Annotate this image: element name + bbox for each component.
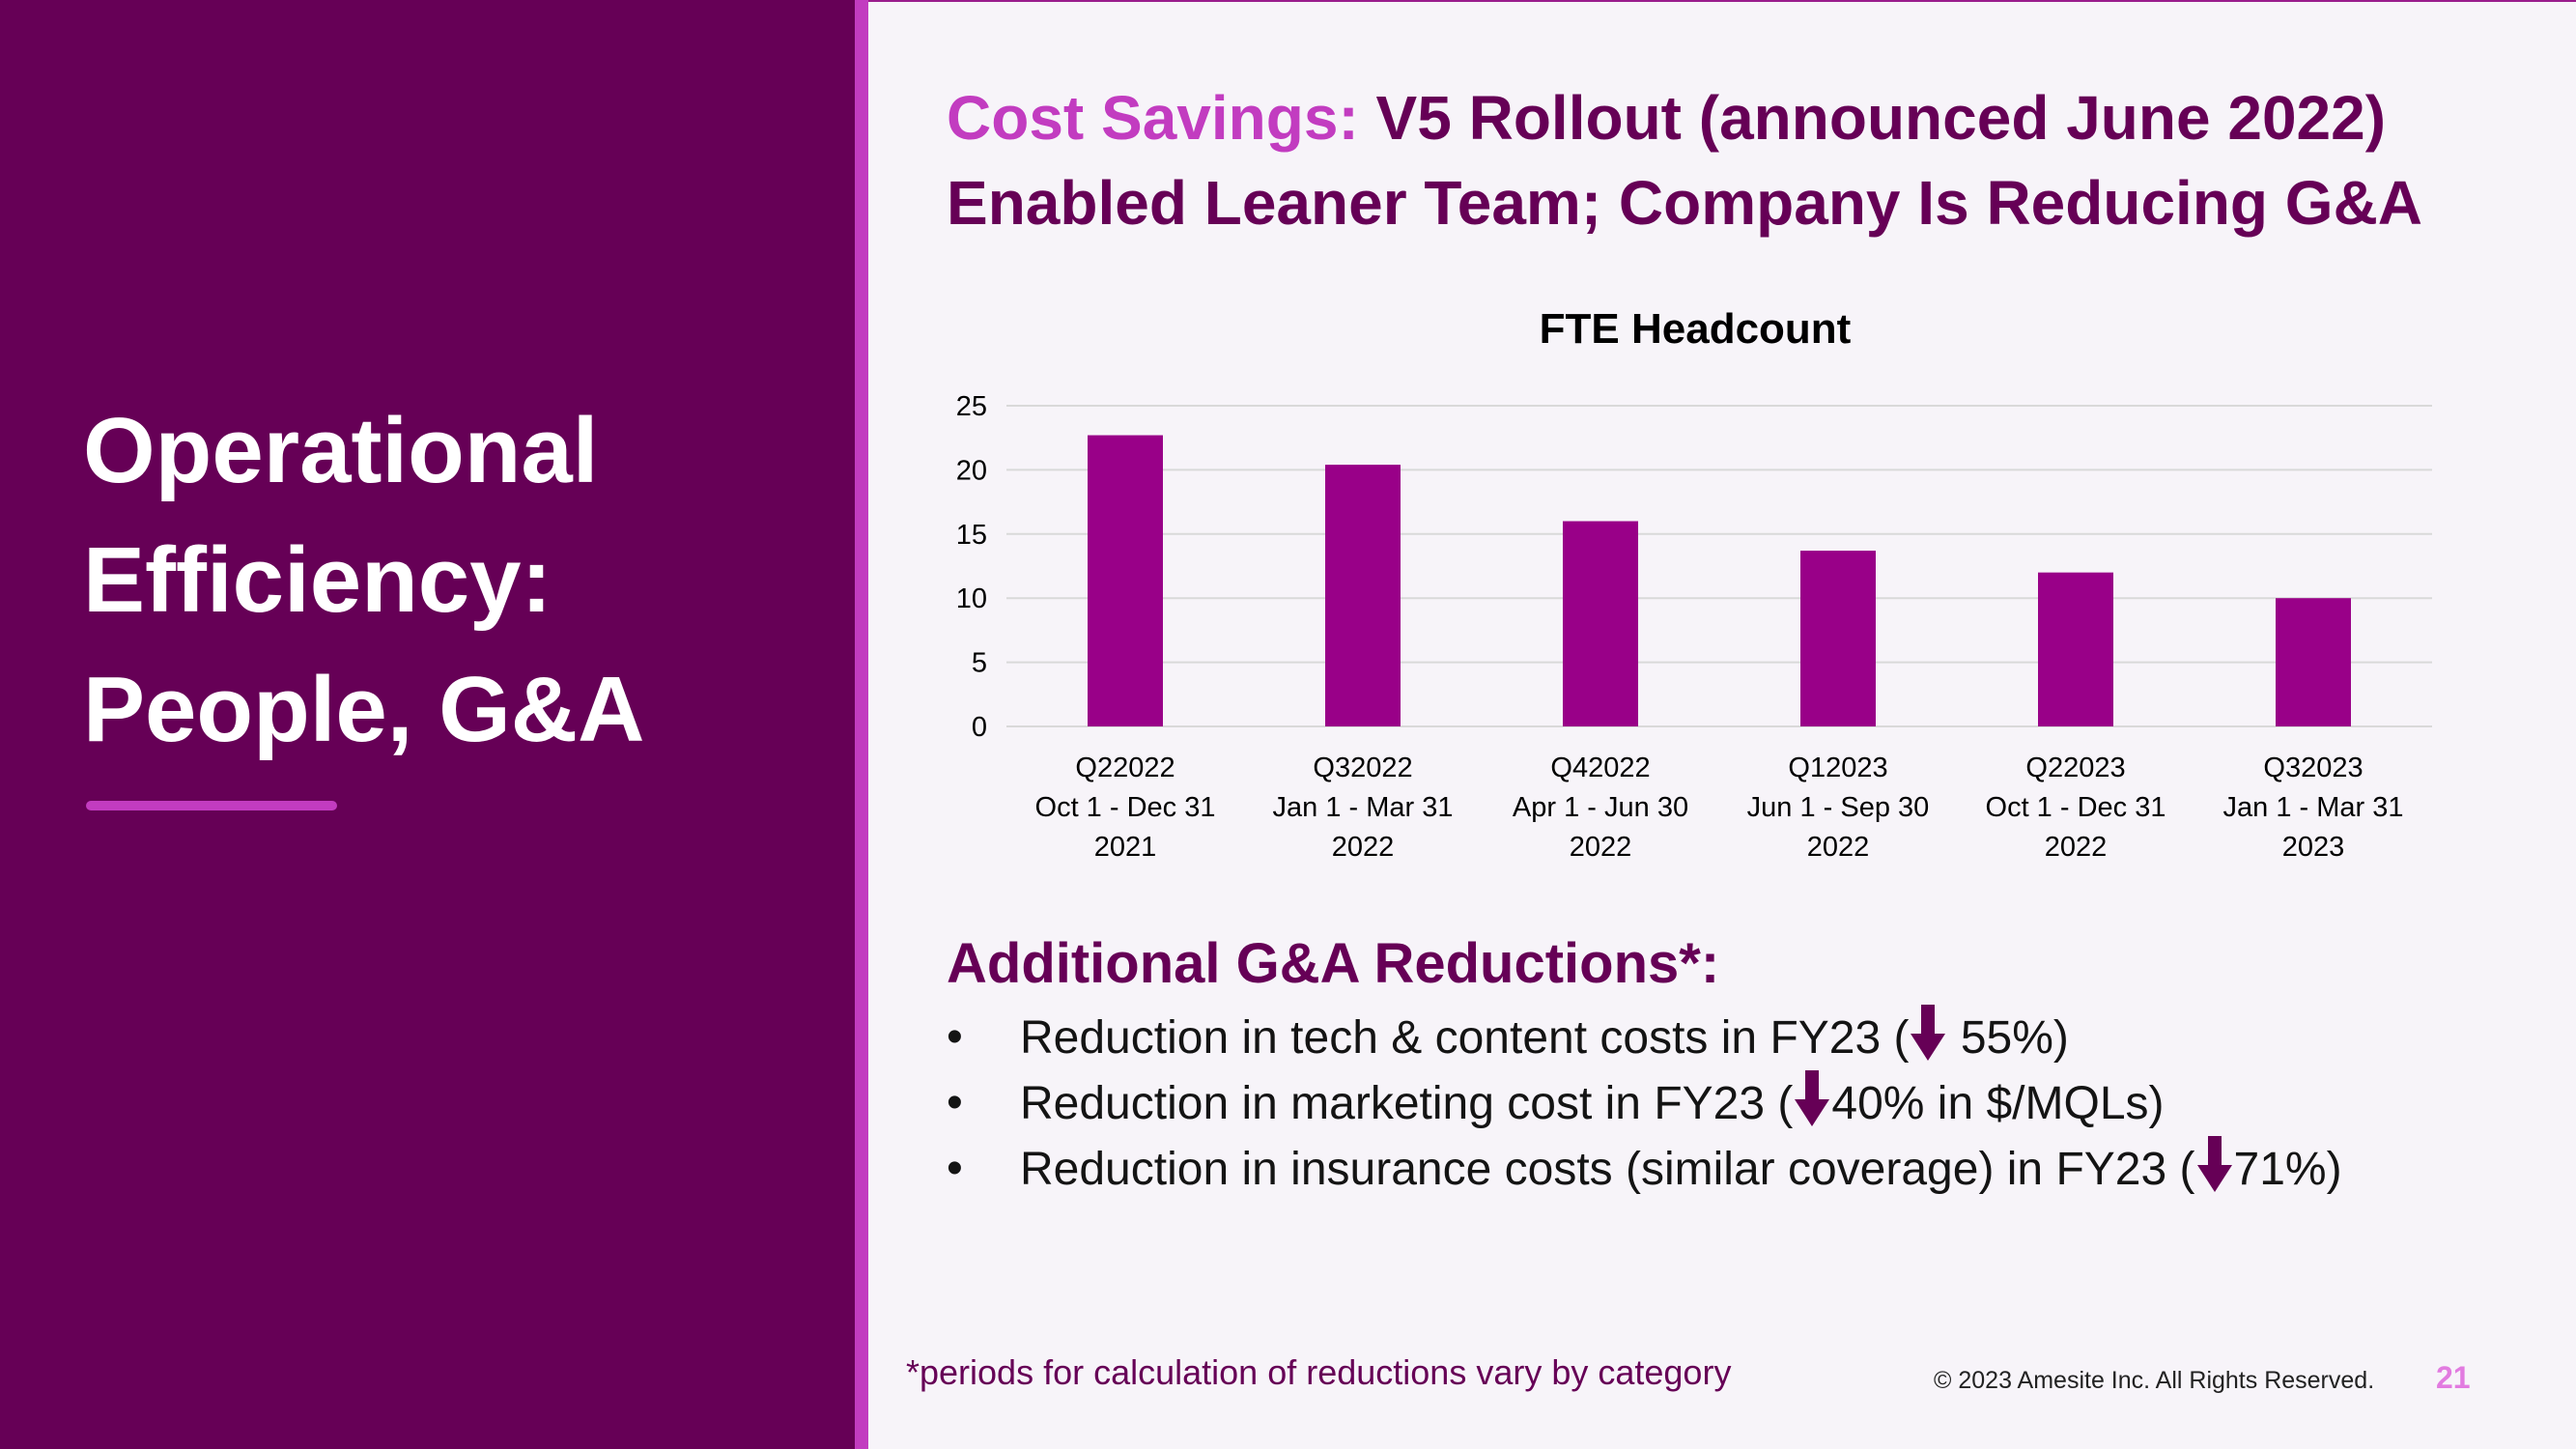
section-title-line: Efficiency: bbox=[83, 528, 552, 632]
chart-canvas: FTE Headcount 0 5 10 15 20 25 Q22022 Oct 1 - D… bbox=[956, 305, 2432, 863]
copyright-notice: © 2023 Amesite Inc. All Rights Reserved. bbox=[1934, 1367, 2375, 1394]
section-title: Operational Efficiency: People, G&A bbox=[83, 386, 817, 775]
list-item-text: Reduction in marketing cost in FY23 ( bbox=[1020, 1078, 1794, 1129]
chart-x-axis: Q22022 Oct 1 - Dec 31 2021 Q32022 Jan 1 - Ma… bbox=[1035, 753, 2404, 863]
y-tick-label: 10 bbox=[956, 583, 987, 614]
reductions-heading: Additional G&A Reductions*: bbox=[947, 932, 1720, 995]
y-tick-label: 20 bbox=[956, 455, 987, 486]
x-tick-label: Q42022 bbox=[1550, 753, 1650, 783]
bar bbox=[1088, 435, 1163, 726]
y-tick-label: 5 bbox=[972, 648, 987, 679]
x-tick-label: 2022 bbox=[1332, 832, 1395, 863]
reductions-list: • Reduction in tech & content costs in FY… bbox=[947, 1005, 2511, 1202]
x-tick-label: Apr 1 - Jun 30 bbox=[1513, 792, 1688, 823]
x-tick-label: Oct 1 - Dec 31 bbox=[1035, 792, 1216, 823]
x-tick-label: 2023 bbox=[2282, 832, 2345, 863]
bullet-marker: • bbox=[947, 1143, 963, 1194]
chart-y-axis: 0 5 10 15 20 25 bbox=[956, 391, 987, 743]
headline-line2: Enabled Leaner Team; Company Is Reducing… bbox=[947, 168, 2422, 238]
bar bbox=[2038, 572, 2113, 726]
chart-gridlines bbox=[1006, 405, 2432, 727]
list-item-value: 55%) bbox=[1947, 1012, 2069, 1064]
x-tick-label: 2022 bbox=[1570, 832, 1632, 863]
slide-headline: Cost Savings: V5 Rollout (announced June… bbox=[947, 75, 2511, 245]
list-item: • Reduction in marketing cost in FY23 ( 40… bbox=[947, 1070, 2511, 1136]
x-tick-label: Q12023 bbox=[1788, 753, 1887, 783]
headline-line1: V5 Rollout (announced June 2022) bbox=[1375, 83, 2387, 153]
chart-title: FTE Headcount bbox=[1540, 305, 1852, 353]
bullet-marker: • bbox=[947, 1077, 963, 1128]
list-item: • Reduction in tech & content costs in FY… bbox=[947, 1005, 2511, 1070]
fte-headcount-chart: FTE Headcount 0 5 10 15 20 25 Q22022 Oct 1 - D… bbox=[927, 299, 2453, 879]
chart-bars bbox=[1088, 435, 2351, 726]
down-arrow-icon bbox=[2196, 1136, 2232, 1192]
x-tick-label: 2022 bbox=[2045, 832, 2108, 863]
bar bbox=[1325, 465, 1401, 726]
footnote: *periods for calculation of reductions v… bbox=[906, 1352, 1732, 1392]
accent-divider bbox=[855, 0, 868, 1449]
x-tick-label: Q32022 bbox=[1313, 753, 1412, 783]
list-item-text: Reduction in tech & content costs in FY2… bbox=[1020, 1012, 1910, 1064]
x-tick-label: Q32023 bbox=[2263, 753, 2363, 783]
list-item-text: Reduction in insurance costs (similar co… bbox=[1020, 1144, 2195, 1195]
x-tick-label: Jan 1 - Mar 31 bbox=[1273, 792, 1454, 823]
x-tick-label: 2022 bbox=[1807, 832, 1870, 863]
headline-lead: Cost Savings: bbox=[947, 83, 1359, 153]
left-panel: Operational Efficiency: People, G&A bbox=[0, 0, 855, 1449]
x-tick-label: Q22022 bbox=[1075, 753, 1175, 783]
down-arrow-icon bbox=[1795, 1070, 1830, 1126]
x-tick-label: Jun 1 - Sep 30 bbox=[1747, 792, 1930, 823]
list-item-value: 71%) bbox=[2233, 1144, 2342, 1195]
page-number: 21 bbox=[2436, 1360, 2471, 1395]
bar bbox=[2276, 598, 2351, 726]
y-tick-label: 25 bbox=[956, 391, 987, 422]
x-tick-label: 2021 bbox=[1094, 832, 1157, 863]
y-tick-label: 15 bbox=[956, 520, 987, 551]
y-tick-label: 0 bbox=[972, 712, 987, 743]
bar bbox=[1800, 551, 1876, 726]
list-item: • Reduction in insurance costs (similar c… bbox=[947, 1136, 2511, 1202]
list-item-value: 40% in $/MQLs) bbox=[1831, 1078, 2165, 1129]
bullet-marker: • bbox=[947, 1011, 963, 1063]
top-border-line bbox=[868, 0, 2576, 2]
section-title-line: Operational bbox=[83, 399, 599, 502]
bar bbox=[1563, 521, 1638, 726]
title-underline bbox=[86, 801, 337, 810]
x-tick-label: Oct 1 - Dec 31 bbox=[1986, 792, 2166, 823]
section-title-line: People, G&A bbox=[83, 658, 645, 761]
down-arrow-icon bbox=[1911, 1005, 1946, 1061]
x-tick-label: Q22023 bbox=[2025, 753, 2125, 783]
x-tick-label: Jan 1 - Mar 31 bbox=[2223, 792, 2404, 823]
